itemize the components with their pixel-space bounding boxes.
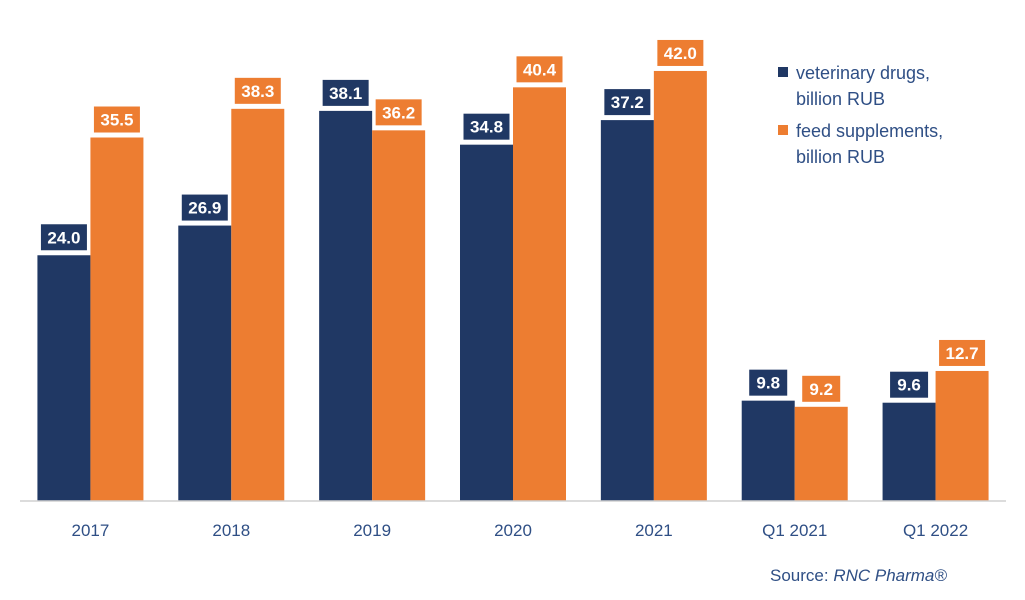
data-label: 9.2 xyxy=(809,380,833,399)
bar-feed-q1-2021 xyxy=(794,406,848,501)
data-label: 42.0 xyxy=(664,44,697,63)
data-label: 34.8 xyxy=(470,118,503,137)
data-label-box xyxy=(320,77,371,108)
data-label: 38.3 xyxy=(241,82,274,101)
data-label: 26.9 xyxy=(188,199,221,218)
bar-feed-2017 xyxy=(90,137,144,501)
bar-veterinary-2019 xyxy=(319,110,373,501)
data-labels: 24.0 35.5 26.9 38.3 38.1 36.2 34.8 40.4 37.2 42.0… xyxy=(38,37,988,404)
data-label-box xyxy=(38,222,89,253)
data-label-box xyxy=(747,367,790,398)
source-publisher: RNC Pharma® xyxy=(833,566,947,585)
bar-feed-2020 xyxy=(513,87,566,502)
bars xyxy=(37,70,989,502)
bar-feed-q1-2022 xyxy=(935,370,989,501)
data-label-box xyxy=(800,373,843,404)
data-label: 37.2 xyxy=(611,93,644,112)
bar-veterinary-2017 xyxy=(37,255,91,501)
data-label: 9.6 xyxy=(897,376,921,395)
bar-feed-2019 xyxy=(372,130,426,501)
data-label: 38.1 xyxy=(329,84,362,103)
source-prefix: Source: xyxy=(770,566,834,585)
data-label-box xyxy=(602,87,653,118)
data-label-box xyxy=(461,111,512,142)
data-label: 9.8 xyxy=(756,374,780,393)
legend-label-veterinary: billion RUB xyxy=(796,89,885,109)
bar-veterinary-2020 xyxy=(460,144,513,501)
legend-label-feed: feed supplements, xyxy=(796,121,943,141)
data-label: 36.2 xyxy=(382,103,415,122)
bar-veterinary-q1-2021 xyxy=(741,400,795,501)
x-tick-label: 2020 xyxy=(494,521,532,540)
data-label-box xyxy=(179,192,230,223)
data-label-box xyxy=(232,75,283,106)
legend-label-veterinary: veterinary drugs, xyxy=(796,63,930,83)
data-label-box xyxy=(655,37,706,68)
legend-label-feed: billion RUB xyxy=(796,147,885,167)
data-label: 35.5 xyxy=(100,111,133,130)
bar-veterinary-2021 xyxy=(600,120,654,502)
source-note: Source: RNC Pharma® xyxy=(770,566,1010,586)
data-label-box xyxy=(937,337,988,368)
data-label: 24.0 xyxy=(47,228,80,247)
x-tick-label: 2018 xyxy=(212,521,250,540)
bar-veterinary-2018 xyxy=(178,225,232,502)
data-label-box xyxy=(888,369,931,400)
data-label-box xyxy=(514,54,565,85)
x-tick-label: 2019 xyxy=(353,521,391,540)
x-tick-labels: 2017 2018 2019 2020 2021 Q1 2021 Q1 2022 xyxy=(72,521,969,540)
bar-feed-2018 xyxy=(231,108,285,501)
data-label: 40.4 xyxy=(523,60,557,79)
bar-veterinary-q1-2022 xyxy=(882,402,936,501)
legend-swatch-veterinary xyxy=(778,67,788,77)
x-tick-label: 2021 xyxy=(635,521,673,540)
data-label-box xyxy=(91,104,142,135)
data-label: 12.7 xyxy=(946,344,979,363)
x-tick-label: Q1 2022 xyxy=(903,521,968,540)
bar-feed-2021 xyxy=(653,70,707,502)
data-label-box xyxy=(373,97,424,128)
x-tick-label: Q1 2021 xyxy=(762,521,827,540)
legend-swatch-feed xyxy=(778,125,788,135)
x-tick-label: 2017 xyxy=(72,521,110,540)
legend: veterinary drugs, billion RUB feed supplem… xyxy=(778,63,943,167)
